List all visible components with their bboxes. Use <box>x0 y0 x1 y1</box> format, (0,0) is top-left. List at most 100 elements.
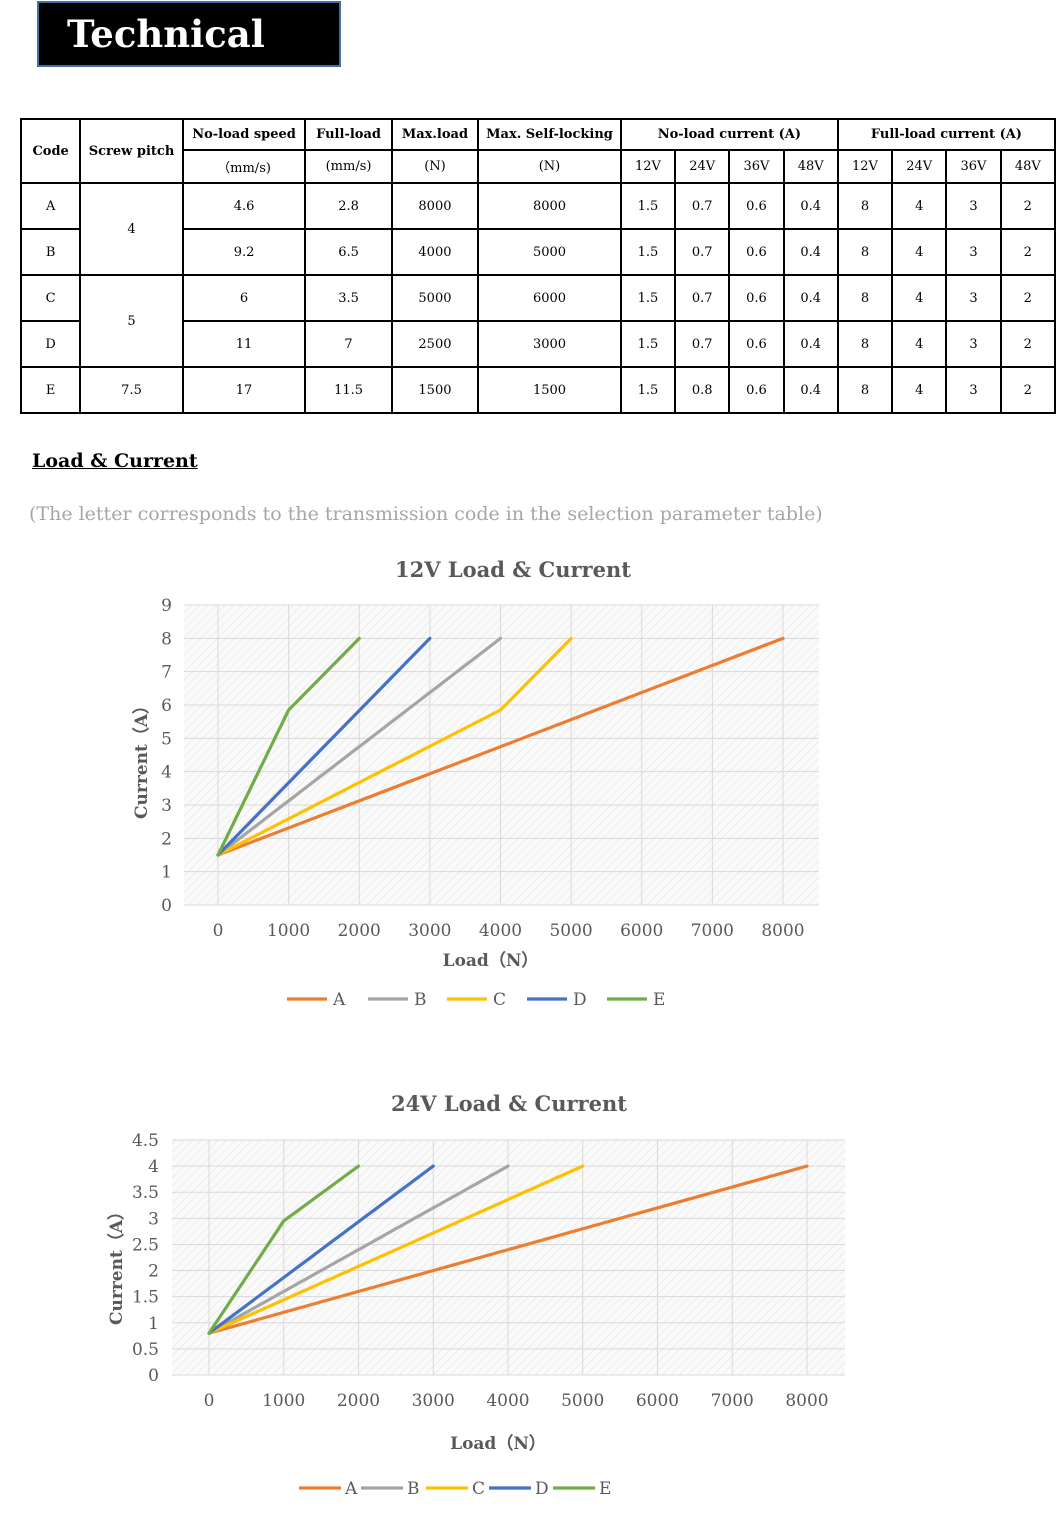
x-axis-label: Load（N） <box>450 1433 546 1454</box>
x-tick-label: 4000 <box>479 921 522 941</box>
cell-nlc: 0.7 <box>674 274 731 322</box>
y-tick-label: 8 <box>161 629 172 649</box>
page-title-banner: Technical info <box>37 1 341 118</box>
cell-code: E <box>19 366 82 414</box>
col-speed-header: No-load speed <box>181 118 307 151</box>
cell-flc: 2 <box>999 228 1057 276</box>
section-title: Load & Current <box>32 450 198 472</box>
y-tick-label: 4 <box>161 763 172 783</box>
cell-full: 11.5 <box>304 366 393 414</box>
cell-nlc: 0.7 <box>674 182 731 230</box>
x-tick-label: 0 <box>213 921 224 941</box>
legend-label-c: C <box>493 990 506 1010</box>
chart-12v: 0 1 2 3 4 5 6 7 8 9 0 1000 2000 3000 4000 5000 6000 7000 8… <box>131 557 819 1010</box>
y-tick-label: 4.5 <box>132 1131 159 1151</box>
cell-flc: 3 <box>945 320 1002 368</box>
cell-nlc: 0.4 <box>782 182 839 230</box>
cell-nlc: 0.6 <box>728 228 785 276</box>
unit-maxload: (N) <box>390 149 480 184</box>
y-tick-label: 3 <box>148 1209 159 1229</box>
cell-speed: 4.6 <box>181 182 307 230</box>
voltage-header: 12V <box>619 149 677 184</box>
cell-flc: 8 <box>836 182 894 230</box>
legend-label-b: B <box>407 1479 420 1499</box>
series-line-d <box>216 636 432 857</box>
cell-full: 6.5 <box>304 228 393 276</box>
cell-code: D <box>19 320 82 368</box>
y-tick-label: 7 <box>161 663 172 683</box>
y-tick-label: 1 <box>148 1314 159 1334</box>
y-tick-label: 6 <box>161 696 172 716</box>
cell-maxload: 5000 <box>390 274 480 322</box>
cell-flc: 2 <box>999 366 1057 414</box>
y-tick-label: 1 <box>161 863 172 883</box>
cell-nlc: 1.5 <box>619 228 677 276</box>
voltage-header: 36V <box>728 149 785 184</box>
y-tick-label: 9 <box>161 596 172 616</box>
chart-title: 12V Load & Current <box>395 557 631 582</box>
y-tick-label: 1.5 <box>132 1288 159 1308</box>
x-tick-label: 3000 <box>408 921 451 941</box>
series-line-b <box>207 1164 510 1335</box>
cell-pitch: 4 <box>79 182 184 276</box>
cell-nlc: 0.6 <box>728 274 785 322</box>
cell-flc: 2 <box>999 320 1057 368</box>
y-tick-label: 2.5 <box>132 1235 159 1255</box>
unit-speed: （mm/s) <box>181 149 307 184</box>
x-tick-label: 3000 <box>412 1391 455 1411</box>
table-row: D 11 7 2500 3000 1.5 0.7 0.6 0.4 8 4 3 2 <box>19 320 1057 368</box>
chart-title: 24V Load & Current <box>391 1091 627 1116</box>
col-pitch-header: Screw pitch <box>79 118 184 184</box>
spec-table: Code Screw pitch No-load speed Full-load… <box>19 118 1057 414</box>
col-selflock-header: Max. Self-locking <box>477 118 622 151</box>
table-row: B 9.2 6.5 4000 5000 1.5 0.7 0.6 0.4 8 4 … <box>19 228 1057 276</box>
cell-nlc: 1.5 <box>619 366 677 414</box>
cell-maxload: 2500 <box>390 320 480 368</box>
x-tick-label: 0 <box>204 1391 215 1411</box>
cell-flc: 4 <box>891 228 948 276</box>
cell-nlc: 1.5 <box>619 320 677 368</box>
cell-nlc: 0.4 <box>782 228 839 276</box>
x-axis-label: Load（N） <box>443 950 539 971</box>
y-tick-label: 4 <box>148 1157 159 1177</box>
cell-nlc: 0.8 <box>674 366 731 414</box>
cell-maxload: 1500 <box>390 366 480 414</box>
cell-speed: 11 <box>181 320 307 368</box>
x-tick-label: 5000 <box>561 1391 604 1411</box>
x-tick-label: 1000 <box>267 921 310 941</box>
col-code-header: Code <box>19 118 82 184</box>
cell-nlc: 0.7 <box>674 320 731 368</box>
cell-code: A <box>19 182 82 230</box>
cell-maxload: 8000 <box>390 182 480 230</box>
cell-flc: 2 <box>999 274 1057 322</box>
legend-label-d: D <box>573 990 587 1010</box>
x-tick-label: 7000 <box>711 1391 754 1411</box>
table-header-row: Code Screw pitch No-load speed Full-load… <box>19 118 1057 184</box>
cell-flc: 3 <box>945 366 1002 414</box>
y-tick-label: 0 <box>148 1366 159 1386</box>
x-tick-label: 4000 <box>486 1391 529 1411</box>
x-tick-label: 6000 <box>620 921 663 941</box>
y-tick-label: 5 <box>161 729 172 749</box>
x-tick-label: 1000 <box>262 1391 305 1411</box>
voltage-header: 12V <box>836 149 894 184</box>
cell-flc: 3 <box>945 182 1002 230</box>
cell-flc: 3 <box>945 228 1002 276</box>
cell-selflock: 8000 <box>477 182 622 230</box>
y-tick-label: 0.5 <box>132 1340 159 1360</box>
legend-label-d: D <box>535 1479 549 1499</box>
cell-flc: 8 <box>836 320 894 368</box>
y-tick-label: 2 <box>148 1262 159 1282</box>
cell-nlc: 0.6 <box>728 320 785 368</box>
cell-selflock: 1500 <box>477 366 622 414</box>
cell-nlc: 1.5 <box>619 274 677 322</box>
legend-label-c: C <box>472 1479 485 1499</box>
cell-nlc: 0.6 <box>728 366 785 414</box>
cell-code: B <box>19 228 82 276</box>
x-tick-label: 2000 <box>337 1391 380 1411</box>
page-title: Technical info <box>67 12 265 118</box>
voltage-header: 48V <box>782 149 839 184</box>
y-axis-label: Current（A） <box>131 697 152 819</box>
cell-speed: 6 <box>181 274 307 322</box>
series-line-b <box>216 636 503 857</box>
